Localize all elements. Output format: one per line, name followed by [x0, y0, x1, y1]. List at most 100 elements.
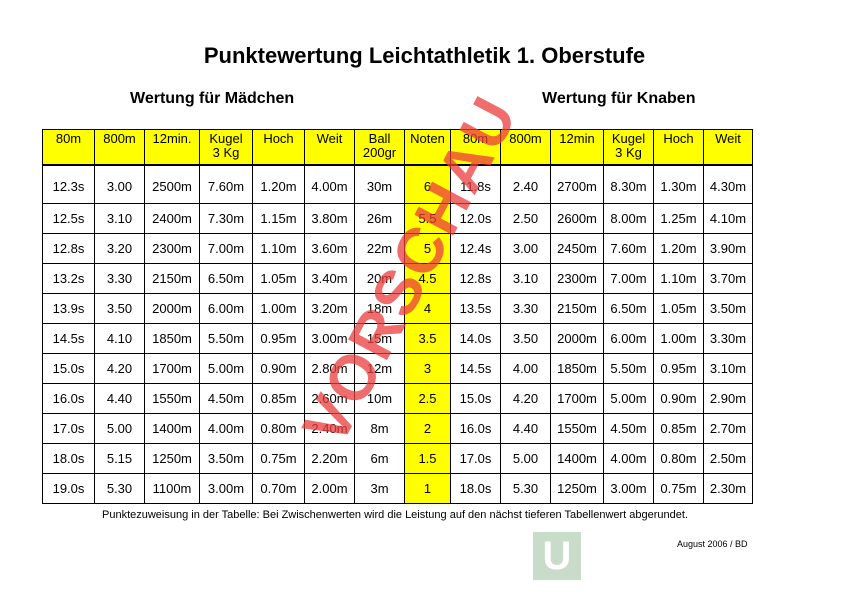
table-cell: 0.75m [653, 473, 704, 504]
table-cell: 4.10m [703, 203, 753, 234]
table-row: 14.5s 4.10 1850m 5.50m 0.95m 3.00m 15m 3.5 14.0s… [42, 323, 753, 354]
table-cell: 15.0s [42, 353, 95, 384]
table-cell: 2.40 [500, 164, 551, 204]
table-cell: 7.30m [199, 203, 253, 234]
column-header: Kugel 3 Kg [199, 129, 253, 166]
column-header: 800m [94, 129, 145, 166]
table-cell: 3m [354, 473, 405, 504]
table-cell: 1250m [144, 443, 200, 474]
table-cell: 2.00m [304, 473, 355, 504]
table-row: 13.2s 3.30 2150m 6.50m 1.05m 3.40m 20m 4.5 12.8s… [42, 263, 753, 294]
table-row: 12.8s 3.20 2300m 7.00m 1.10m 3.60m 22m 5 12.4s 3.… [42, 233, 753, 264]
table-cell: 0.90m [653, 383, 704, 414]
table-cell: 1.05m [252, 263, 305, 294]
column-header: Hoch [653, 129, 704, 166]
table-cell: 1700m [144, 353, 200, 384]
table-cell: 19.0s [42, 473, 95, 504]
table-cell: 4.40 [500, 413, 551, 444]
table-cell: 13.2s [42, 263, 95, 294]
table-cell: 12.3s [42, 164, 95, 204]
table-cell: 3.80m [304, 203, 355, 234]
table-cell: 3.50 [94, 293, 145, 324]
table-cell: 2.80m [304, 353, 355, 384]
table-cell: 0.85m [653, 413, 704, 444]
table-cell: 1.15m [252, 203, 305, 234]
table-cell: 13.5s [450, 293, 501, 324]
table-cell: 12.4s [450, 233, 501, 264]
table-cell: 3.90m [703, 233, 753, 264]
table-cell: 16.0s [450, 413, 501, 444]
table-cell: 3.20 [94, 233, 145, 264]
table-cell: 1400m [144, 413, 200, 444]
table-cell: 5.30 [94, 473, 145, 504]
table-cell: 3.50 [500, 323, 551, 354]
column-header: Hoch [252, 129, 305, 166]
table-row: 12.5s 3.10 2400m 7.30m 1.15m 3.80m 26m 5.5 12.0s… [42, 203, 753, 234]
table-row: 17.0s 5.00 1400m 4.00m 0.80m 2.40m 8m 2 16.0s 4.4… [42, 413, 753, 444]
table-cell: 16.0s [42, 383, 95, 414]
table-cell: 17.0s [450, 443, 501, 474]
table-cell: 2.40m [304, 413, 355, 444]
table-cell: 12.8s [42, 233, 95, 264]
table-cell: 7.60m [603, 233, 654, 264]
table-cell: 0.95m [252, 323, 305, 354]
table-cell: 3.10m [703, 353, 753, 384]
table-cell: 5.50m [199, 323, 253, 354]
table-cell: 3.60m [304, 233, 355, 264]
table-cell: 2150m [144, 263, 200, 294]
table-cell: 10m [354, 383, 405, 414]
grade-cell: 4.5 [404, 263, 451, 294]
table-cell: 5.00m [603, 383, 654, 414]
table-cell: 17.0s [42, 413, 95, 444]
table-cell: 14.5s [42, 323, 95, 354]
table-cell: 13.9s [42, 293, 95, 324]
table-cell: 18.0s [42, 443, 95, 474]
grade-cell: 1 [404, 473, 451, 504]
table-cell: 1100m [144, 473, 200, 504]
page-title: Punktewertung Leichtathletik 1. Oberstuf… [203, 43, 646, 68]
column-header: Weit [304, 129, 355, 166]
column-header: 800m [500, 129, 551, 166]
table-cell: 8m [354, 413, 405, 444]
table-cell: 0.80m [653, 443, 704, 474]
table-cell: 8.00m [603, 203, 654, 234]
table-cell: 2400m [144, 203, 200, 234]
table-cell: 2150m [550, 293, 604, 324]
table-cell: 6m [354, 443, 405, 474]
column-header: 80m [42, 129, 95, 166]
table-cell: 3.00m [304, 323, 355, 354]
table-cell: 7.00m [603, 263, 654, 294]
table-cell: 14.5s [450, 353, 501, 384]
table-cell: 0.95m [653, 353, 704, 384]
table-cell: 20m [354, 263, 405, 294]
column-header: Kugel 3 Kg [603, 129, 654, 166]
table-cell: 12.5s [42, 203, 95, 234]
table-cell: 6.00m [199, 293, 253, 324]
table-cell: 7.60m [199, 164, 253, 204]
table-cell: 2000m [144, 293, 200, 324]
table-cell: 26m [354, 203, 405, 234]
table-cell: 3.10 [94, 203, 145, 234]
grade-cell: 4 [404, 293, 451, 324]
table-cell: 14.0s [450, 323, 501, 354]
table-cell: 30m [354, 164, 405, 204]
grade-cell: 1.5 [404, 443, 451, 474]
table-cell: 3.30m [703, 323, 753, 354]
table-cell: 1.10m [252, 233, 305, 264]
table-cell: 4.00 [500, 353, 551, 384]
table-cell: 0.70m [252, 473, 305, 504]
table-cell: 0.80m [252, 413, 305, 444]
table-cell: 1250m [550, 473, 604, 504]
table-cell: 12.8s [450, 263, 501, 294]
score-table: 80m 800m 12min. Kugel 3 Kg Hoch Weit Ball 200g… [42, 129, 753, 504]
table-cell: 4.50m [603, 413, 654, 444]
table-cell: 5.00 [94, 413, 145, 444]
table-cell: 3.50m [199, 443, 253, 474]
table-cell: 5.30 [500, 473, 551, 504]
table-cell: 1850m [550, 353, 604, 384]
table-cell: 2.50m [703, 443, 753, 474]
table-cell: 6.50m [199, 263, 253, 294]
table-cell: 22m [354, 233, 405, 264]
table-cell: 3.70m [703, 263, 753, 294]
table-cell: 4.00m [603, 443, 654, 474]
